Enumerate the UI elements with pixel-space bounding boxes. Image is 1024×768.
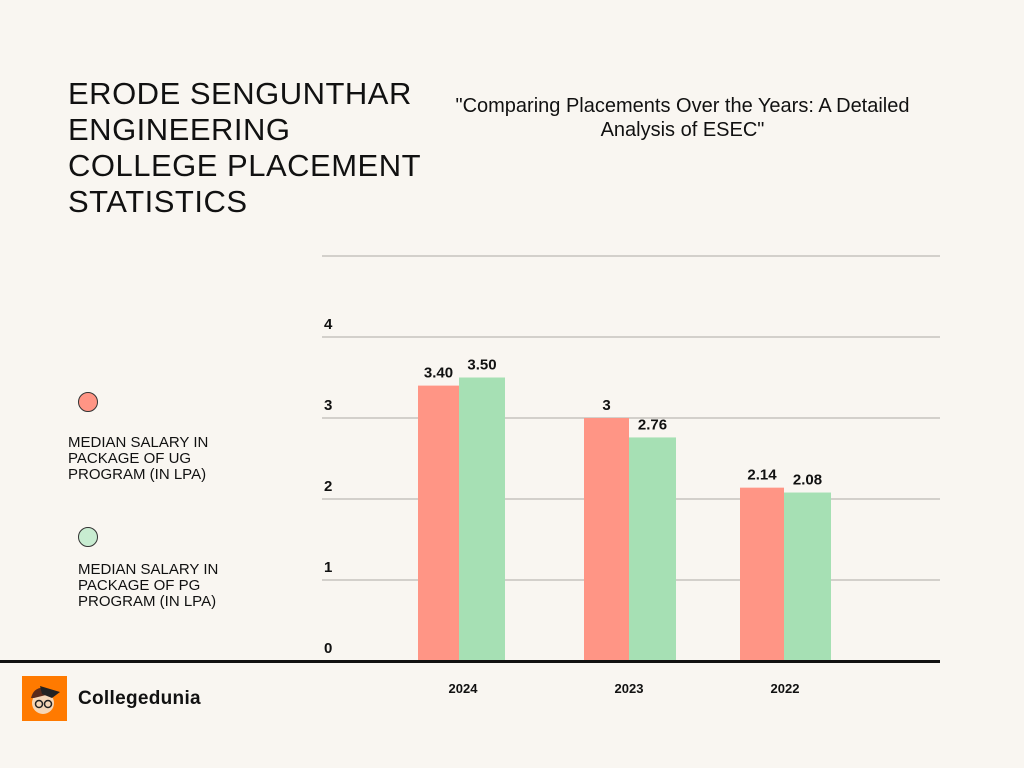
- collegedunia-logo: [22, 676, 67, 721]
- data-label: 2.08: [793, 472, 822, 489]
- data-label: 3.50: [467, 357, 496, 374]
- y-tick-label: 1: [324, 559, 332, 576]
- y-tick-label: 4: [324, 316, 333, 333]
- y-tick-label: 0: [324, 640, 332, 657]
- bar-2022-ug: [740, 487, 784, 661]
- x-tick-label: 2022: [771, 681, 800, 696]
- bar-2023-pg: [629, 437, 676, 661]
- legend-label-pg: MEDIAN SALARY IN PACKAGE OF PG PROGRAM (…: [78, 561, 219, 610]
- legend-swatch-pg: [78, 527, 98, 547]
- y-tick-label: 2: [324, 478, 332, 495]
- y-tick-label: 3: [324, 397, 332, 414]
- page-subtitle: "Comparing Placements Over the Years: A …: [455, 95, 910, 141]
- legend-label-ug: MEDIAN SALARY IN PACKAGE OF UG PROGRAM (…: [68, 434, 209, 483]
- data-label: 3.40: [424, 365, 453, 382]
- bar-2024-pg: [459, 377, 505, 661]
- data-label: 2.14: [747, 467, 777, 484]
- data-label: 3: [602, 397, 610, 414]
- x-tick-label: 2024: [449, 681, 479, 696]
- bar-2022-pg: [784, 492, 831, 661]
- page-title: ERODE SENGUNTHAR ENGINEERING COLLEGE PLA…: [68, 76, 421, 219]
- bar-2023-ug: [584, 418, 629, 661]
- brand-name: Collegedunia: [78, 688, 201, 709]
- data-label: 2.76: [638, 416, 667, 433]
- bar-2024-ug: [418, 385, 459, 661]
- x-tick-label: 2023: [615, 681, 644, 696]
- legend-swatch-ug: [78, 392, 98, 412]
